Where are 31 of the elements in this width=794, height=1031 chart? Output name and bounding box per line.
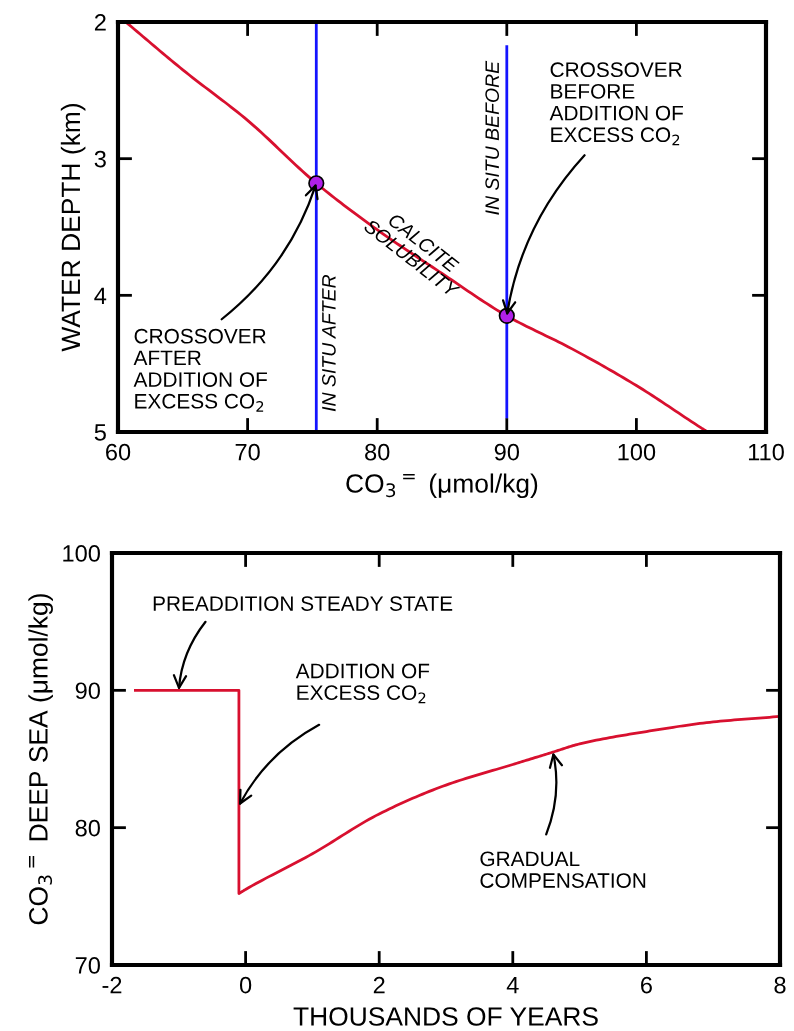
x-tick-label: 8	[774, 976, 786, 994]
y-tick-label: 100	[63, 545, 100, 562]
y-axis-title: CO$_{3}$$^{=}$ DEEP SEA (μmol/kg)	[28, 594, 53, 925]
y-tick-label: 90	[75, 682, 100, 700]
x-tick-label: 110	[748, 443, 784, 461]
x-tick-label: 90	[494, 443, 520, 461]
y-tick-label: 80	[75, 819, 100, 837]
annotation: GRADUAL COMPENSATION	[480, 851, 646, 888]
x-tick-label: 4	[506, 976, 519, 994]
annotation: CROSSOVER BEFORE ADDITION OF EXCESS CO$_{2}$	[549, 62, 683, 146]
x-tick-label: -2	[102, 976, 122, 994]
x-tick-label: 80	[365, 443, 390, 461]
x-tick-label: 2	[373, 976, 385, 994]
y-tick-label: 2	[94, 14, 106, 31]
x-axis-title: THOUSANDS OF YEARS	[293, 1007, 598, 1026]
annotation: IN SITU AFTER	[321, 274, 336, 412]
x-tick-label: 0	[239, 976, 252, 994]
y-tick-label: 5	[94, 424, 106, 441]
annotation: PREADDITION STEADY STATE	[153, 596, 453, 611]
annotation: ADDITION OF EXCESS CO$_{2}$	[295, 663, 430, 704]
annotation: IN SITU BEFORE	[485, 60, 500, 215]
y-axis-title: WATER DEPTH (km)	[60, 104, 86, 352]
x-axis-title: CO$_{3}$$^{=}$ (μmol/kg)	[346, 473, 538, 499]
x-tick-label: 60	[106, 443, 131, 461]
y-tick-label: 70	[75, 957, 100, 974]
x-tick-label: 6	[641, 976, 652, 994]
annotation: CROSSOVER AFTER ADDITION OF EXCESS CO$_{2}$	[133, 328, 267, 412]
x-tick-label: 70	[235, 443, 260, 461]
y-tick-label: 4	[94, 287, 107, 304]
x-tick-label: 100	[618, 443, 656, 461]
y-tick-label: 3	[94, 150, 106, 168]
